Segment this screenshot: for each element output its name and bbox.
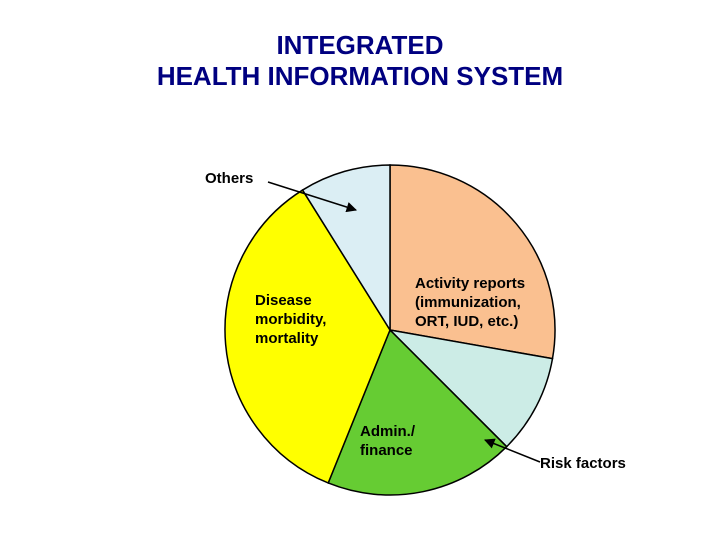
label-admin: Admin./ finance (360, 423, 415, 461)
label-activity: Activity reports (immunization, ORT, IUD… (415, 275, 525, 331)
label-disease: Disease morbidity, mortality (255, 292, 326, 348)
label-others: Others (205, 170, 253, 189)
label-risk: Risk factors (540, 455, 626, 474)
